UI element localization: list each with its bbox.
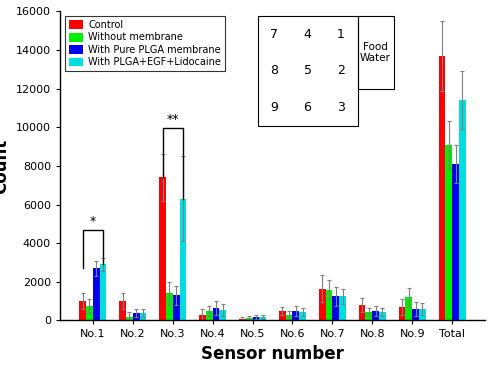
Bar [220,310,226,320]
Text: 3: 3 [337,101,345,114]
Bar [292,311,299,320]
Text: **: ** [166,113,179,126]
Bar [172,295,180,320]
Bar [446,145,452,320]
Bar [166,293,172,320]
Bar [358,305,366,320]
Text: 5: 5 [304,64,312,77]
Text: 7: 7 [270,28,278,41]
Bar [412,309,419,320]
Text: 1: 1 [337,28,345,41]
Bar [159,178,166,320]
Bar [206,311,212,320]
Legend: Control, Without membrane, With Pure PLGA membrane, With PLGA+EGF+Lidocaine: Control, Without membrane, With Pure PLG… [65,16,225,71]
Bar [366,312,372,320]
Bar [126,317,133,320]
Text: 4: 4 [304,28,312,41]
Text: 2: 2 [337,64,345,77]
X-axis label: Sensor number: Sensor number [201,345,344,363]
Bar [398,307,406,320]
Bar [438,56,446,320]
Text: 8: 8 [270,64,278,77]
Bar [372,311,379,320]
Bar [319,288,326,320]
Bar [239,319,246,320]
Bar [459,100,466,320]
Bar [180,199,186,320]
Bar [260,317,266,320]
Bar [252,317,260,320]
Bar [339,296,346,320]
Bar [332,296,339,320]
Text: 9: 9 [270,101,278,114]
Bar [279,311,285,320]
Bar [326,290,332,320]
Bar [246,317,252,320]
Bar [100,264,106,320]
Bar [80,301,86,320]
Bar [86,306,93,320]
Bar [93,268,100,320]
Bar [133,313,140,320]
Bar [286,315,292,320]
Text: *: * [90,215,96,228]
Bar [140,313,146,320]
Bar [299,312,306,320]
Bar [119,301,126,320]
Bar [452,164,459,320]
Bar [199,315,206,320]
Bar [379,312,386,320]
Y-axis label: Count: Count [0,138,10,193]
Bar [419,309,426,320]
Text: Food
Water: Food Water [360,42,391,63]
Bar [212,308,220,320]
Text: 6: 6 [304,101,312,114]
Bar [406,297,412,320]
